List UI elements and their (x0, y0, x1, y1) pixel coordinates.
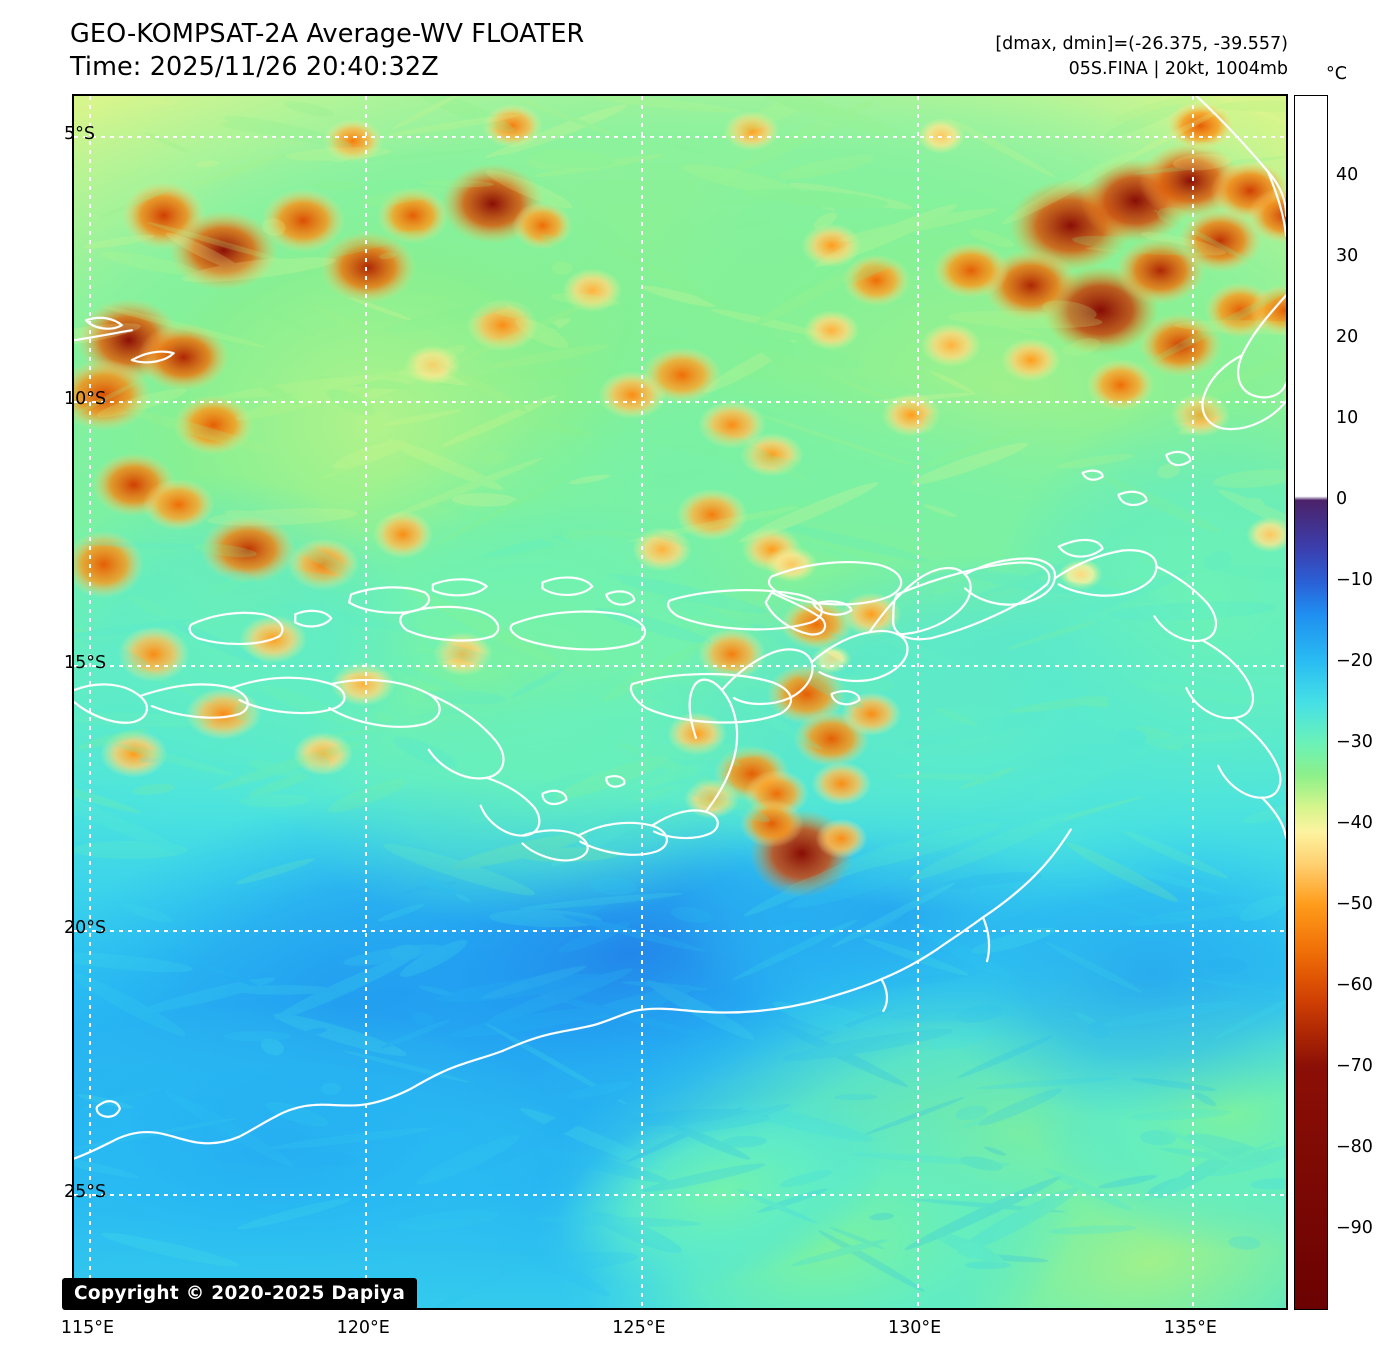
colorbar-tick: −80 (1336, 1137, 1373, 1157)
header-title-block: GEO-KOMPSAT-2A Average-WV FLOATER Time: … (70, 18, 584, 84)
colorbar-tick: 10 (1336, 408, 1359, 428)
x-axis-tick: 135°E (1163, 1318, 1217, 1338)
colorbar-tick: 30 (1336, 246, 1359, 266)
colorbar-unit-label: °C (1326, 64, 1347, 84)
x-axis-tick: 115°E (60, 1318, 115, 1338)
satellite-image-plot[interactable] (72, 94, 1288, 1310)
x-axis-tick: 120°E (336, 1318, 390, 1338)
colorbar-tick: −70 (1336, 1056, 1373, 1076)
colorbar-tick: −30 (1336, 732, 1373, 752)
storm-info-label: 05S.FINA | 20kt, 1004mb (1068, 59, 1288, 79)
colorbar-tick: 0 (1336, 489, 1348, 509)
colorbar-tick: −40 (1336, 813, 1373, 833)
colorbar[interactable] (1294, 95, 1328, 1310)
colorbar-tick: −90 (1336, 1218, 1373, 1238)
coastline-overlay (74, 96, 1286, 1160)
header-meta-block: [dmax, dmin]=(-26.375, -39.557) 05S.FINA… (995, 32, 1288, 82)
dmax-dmin-label: [dmax, dmin]=(-26.375, -39.557) (995, 34, 1288, 54)
colorbar-tick: 40 (1336, 165, 1359, 185)
colorbar-tick: −50 (1336, 894, 1373, 914)
satellite-imagery (74, 96, 1286, 1308)
colorbar-gradient (1295, 96, 1327, 1309)
colorbar-tick: 20 (1336, 327, 1359, 347)
copyright-watermark: Copyright © 2020-2025 Dapiya (62, 1278, 418, 1310)
colorbar-tick: −10 (1336, 570, 1373, 590)
colorbar-tick: −20 (1336, 651, 1373, 671)
x-axis-tick: 125°E (612, 1318, 666, 1338)
colorbar-tick: −60 (1336, 975, 1373, 995)
page-title: GEO-KOMPSAT-2A Average-WV FLOATER (70, 19, 585, 49)
timestamp-label: Time: 2025/11/26 20:40:32Z (70, 52, 439, 82)
x-axis-tick: 130°E (888, 1318, 942, 1338)
